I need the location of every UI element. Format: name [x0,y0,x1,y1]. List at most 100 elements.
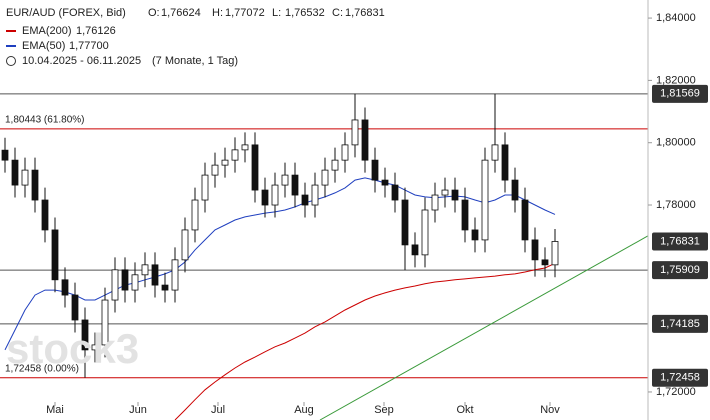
ohlc-value: 1,77072 [225,7,265,19]
candle-body [421,209,429,256]
date-range: 10.04.2025 - 06.11.2025 [22,55,141,67]
candle-body [371,159,379,181]
candle-body [551,241,559,266]
candle-body [91,344,99,351]
clock-icon [6,56,16,66]
candle-body [131,274,139,291]
legend-name: EMA(200) [22,25,72,37]
candle-body [501,144,509,181]
candle-body [481,159,489,241]
x-tick-label: Aug [294,404,314,416]
ohlc-value: 1,76532 [285,7,325,19]
ohlc-value: 1,76624 [161,7,201,19]
candle-body [41,199,49,231]
candle-body [251,144,259,191]
price-box [652,84,708,103]
candle-body [271,184,279,206]
ema-line [4,177,556,351]
ohlc-key: O: [148,7,160,19]
ohlc-key: C: [332,7,343,19]
candle-body [21,169,29,186]
candle-body [81,319,89,351]
legend-value: 1,77700 [69,40,109,52]
candle-body [281,174,289,186]
plot-area: Mai Jun Jul Aug Sep Okt Nov 1,80443 (61.80%) 1,7… [0,93,649,420]
candle-body [321,169,329,186]
x-tick-label: Nov [540,404,560,416]
price-label: 1,74185 [660,318,700,330]
candle-body [511,179,519,201]
candle-body [391,184,399,201]
candle-body [461,199,469,231]
candle-body [31,169,39,201]
price-label: 1,81569 [660,88,700,100]
date-span: (7 Monate, 1 Tag) [152,55,238,67]
candle-body [181,229,189,261]
price-label: 1,75909 [660,264,700,276]
price-label: 1,76831 [660,235,700,247]
candle-body [171,259,179,291]
candle-body [111,269,119,301]
ohlc-key: L: [272,7,281,19]
legend-swatch [6,45,16,47]
x-tick-label: Jul [211,404,225,416]
candle-body [211,164,219,176]
candle-body [201,174,209,201]
candle-body [521,199,529,241]
candle-body [471,229,479,241]
symbol: EUR/AUD (FOREX, Bid) [6,7,126,19]
ohlc: O: 1,76624 H: 1,77072 L: 1,76532 C: 1,76831 [148,7,385,19]
candle-body [451,189,459,201]
header: EUR/AUD (FOREX, Bid) O: 1,76624 H: 1,77072 L… [0,0,400,70]
candle-body [121,269,129,291]
candle-body [541,259,549,266]
y-tick-label: 1,78000 [656,199,696,211]
y-tick-label: 1,82000 [656,74,696,86]
price-box [652,261,708,280]
candle-body [1,149,9,161]
x-tick-label: Sep [374,404,394,416]
candle-body [261,189,269,206]
candle-body [191,199,199,231]
candle-body [51,229,59,281]
candle-body [431,194,439,211]
candle-body [351,119,359,146]
candle-body [61,279,69,296]
legend-name: EMA(50) [22,40,65,52]
price-box [652,314,708,333]
candle-body [151,264,159,286]
candle-body [231,149,239,161]
candle-body [411,244,419,256]
candle-body [401,199,409,246]
y-tick-label: 1,80000 [656,137,696,149]
header-bg [0,0,400,70]
candle-body [71,294,79,321]
x-tick-label: Mai [46,404,64,416]
x-tick-label: Okt [456,404,473,416]
ema-line [174,262,556,420]
candle-body [361,119,369,161]
candle-body [331,159,339,171]
watermark: stock3 [6,325,139,372]
trend-line [319,235,649,420]
legend-value: 1,76126 [76,25,116,37]
x-tick-label: Jun [129,404,147,416]
ohlc-value: 1,76831 [345,7,385,19]
candle-body [301,194,309,206]
price-label: 1,72458 [660,372,700,384]
candle-body [141,264,149,276]
candle-body [531,239,539,261]
y-tick-label: 1,72000 [656,386,696,398]
legend-swatch [6,30,16,32]
candle-body [221,159,229,166]
candle-body [491,144,499,161]
candle-body [101,299,109,346]
y-tick-label: 1,84000 [656,12,696,24]
price-box [652,368,708,387]
candle-body [441,189,449,196]
level-note: 1,80443 (61.80%) [5,115,85,126]
candle-body [381,179,389,186]
level-note: 1,72458 (0.00%) [5,363,79,374]
ohlc-key: H: [212,7,223,19]
